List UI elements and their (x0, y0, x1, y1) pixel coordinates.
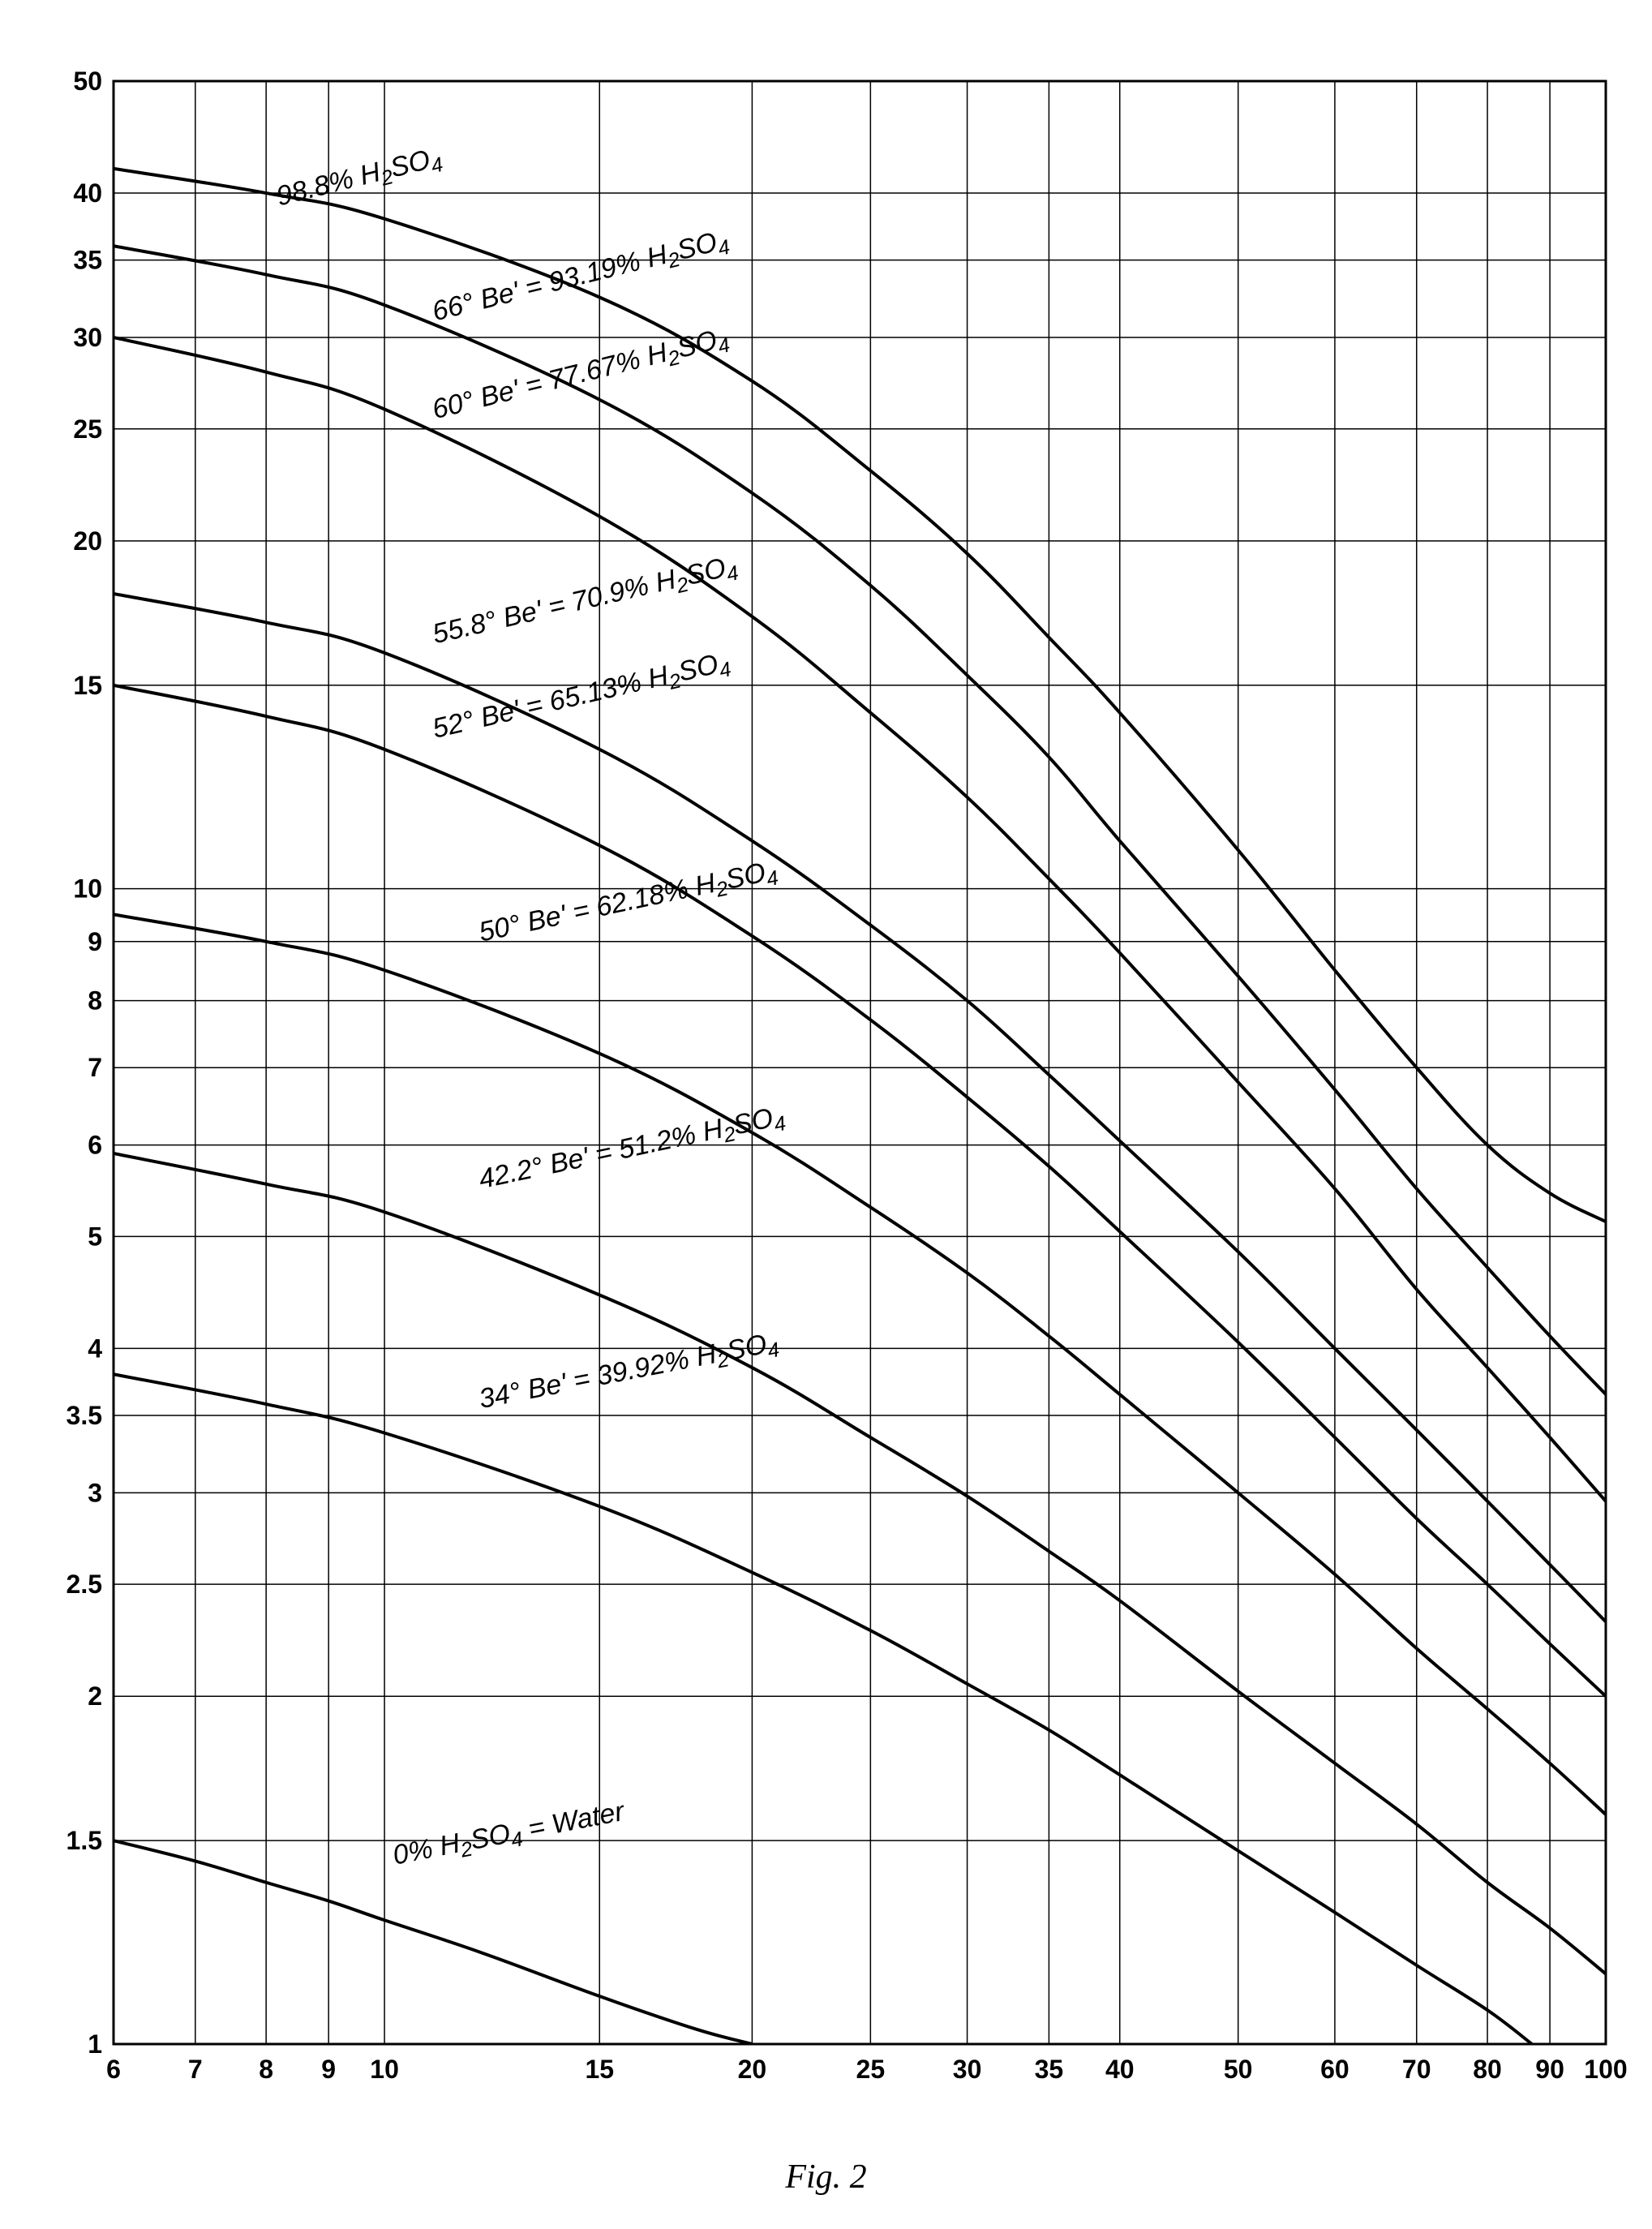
y-tick-label: 8 (88, 986, 102, 1016)
y-tick-label: 40 (73, 178, 102, 208)
chart-bg (0, 32, 1652, 2141)
y-tick-label: 25 (73, 414, 102, 444)
x-tick-label: 15 (585, 2055, 614, 2084)
y-tick-label: 30 (73, 323, 102, 352)
x-tick-label: 35 (1035, 2055, 1064, 2084)
x-tick-label: 100 (1584, 2055, 1627, 2084)
y-tick-label: 10 (73, 874, 102, 904)
y-tick-label: 20 (73, 526, 102, 556)
x-tick-label: 40 (1105, 2055, 1135, 2084)
y-tick-label: 50 (73, 67, 102, 96)
figure-caption: Fig. 2 (785, 2158, 866, 2197)
x-tick-label: 10 (370, 2055, 399, 2084)
y-tick-label: 9 (88, 927, 102, 956)
x-tick-label: 6 (106, 2055, 121, 2084)
viscosity-chart: 678910152025303540506070809010011.522.53… (0, 32, 1652, 2141)
y-tick-label: 7 (88, 1053, 102, 1082)
y-tick-label: 3.5 (67, 1401, 102, 1430)
x-tick-label: 25 (856, 2055, 886, 2084)
y-tick-label: 6 (88, 1131, 102, 1160)
x-tick-label: 70 (1402, 2055, 1431, 2084)
x-tick-label: 50 (1224, 2055, 1253, 2084)
y-tick-label: 2 (88, 1681, 102, 1711)
x-tick-label: 60 (1320, 2055, 1349, 2084)
y-tick-label: 1.5 (67, 1826, 102, 1855)
y-tick-label: 5 (88, 1222, 102, 1251)
y-tick-label: 4 (88, 1334, 102, 1363)
x-tick-label: 9 (321, 2055, 336, 2084)
x-tick-label: 7 (188, 2055, 203, 2084)
x-tick-label: 20 (738, 2055, 767, 2084)
x-tick-label: 80 (1473, 2055, 1502, 2084)
y-tick-label: 35 (73, 246, 102, 275)
chart-svg: 678910152025303540506070809010011.522.53… (0, 32, 1652, 2141)
y-tick-label: 2.5 (67, 1570, 102, 1599)
x-tick-label: 30 (953, 2055, 982, 2084)
x-tick-label: 90 (1535, 2055, 1564, 2084)
y-tick-label: 15 (73, 671, 102, 700)
y-tick-label: 1 (88, 2029, 102, 2059)
y-tick-label: 3 (88, 1478, 102, 1507)
x-tick-label: 8 (259, 2055, 273, 2084)
